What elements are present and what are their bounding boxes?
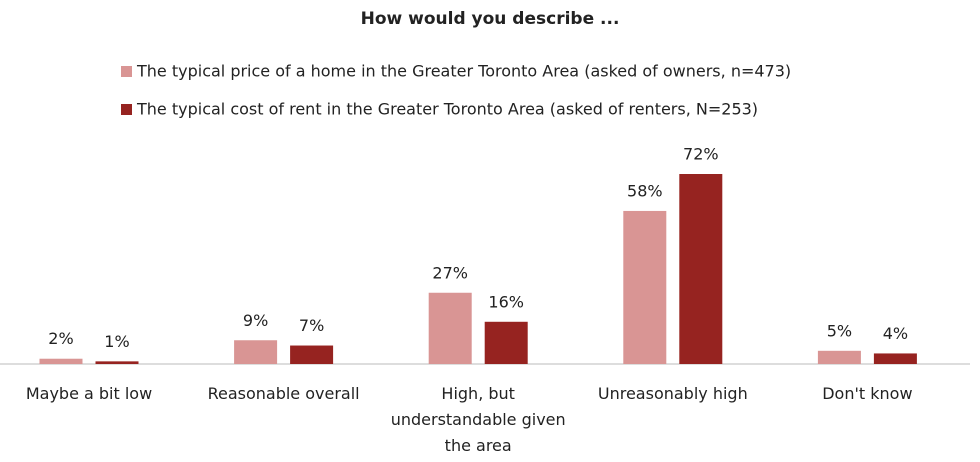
bar <box>484 321 528 364</box>
value-label: 5% <box>827 321 852 340</box>
bar <box>39 358 83 364</box>
x-tick-label: Maybe a bit low <box>25 384 153 403</box>
legend-swatch <box>121 104 132 115</box>
value-label: 72% <box>683 145 719 164</box>
bar <box>679 174 723 364</box>
value-label: 1% <box>104 332 129 351</box>
bar <box>428 292 472 364</box>
x-tick-label: Reasonable overall <box>207 384 360 403</box>
value-label: 9% <box>243 311 268 330</box>
chart-title: How would you describe ... <box>361 9 620 29</box>
value-label: 2% <box>48 329 73 348</box>
bar <box>95 361 139 364</box>
bar <box>817 350 861 364</box>
bar <box>623 210 667 364</box>
value-label: 7% <box>299 316 324 335</box>
value-label: 16% <box>488 292 524 311</box>
value-label: 4% <box>883 324 908 343</box>
bar <box>234 340 278 364</box>
bar <box>873 353 917 364</box>
x-tick-label: High, but understandable given the area <box>390 384 566 455</box>
bar <box>290 345 334 364</box>
legend-swatch <box>121 66 132 77</box>
value-label: 58% <box>627 181 663 200</box>
x-tick-label: Unreasonably high <box>597 384 748 403</box>
legend-label: The typical price of a home in the Great… <box>136 62 791 81</box>
value-label: 27% <box>432 263 468 282</box>
legend-label: The typical cost of rent in the Greater … <box>136 100 758 119</box>
x-tick-label: Don't know <box>822 384 913 403</box>
